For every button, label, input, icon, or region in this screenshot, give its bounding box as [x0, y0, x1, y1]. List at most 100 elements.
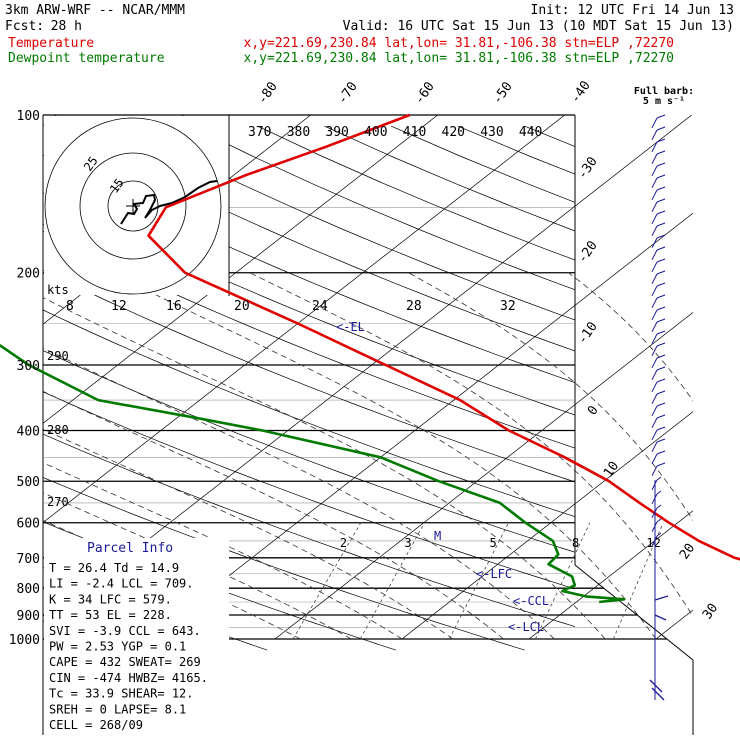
parcel-info-row: CAPE = 432 SWEAT= 269 [49, 655, 201, 669]
axis-labels: 235812202515kts8121620242832-80-70-60-50… [9, 78, 722, 648]
wind-barb [651, 393, 658, 405]
wind-barb [656, 150, 666, 155]
wind-barb [656, 114, 666, 119]
theta-label: 420 [442, 125, 465, 140]
theta-label: 400 [364, 125, 387, 140]
wind-barb [651, 225, 658, 237]
mixing-ratio-line [448, 522, 509, 640]
isotherm-label: 30 [700, 601, 721, 622]
wind-barb [651, 357, 658, 369]
dewpoint-station-info: x,y=221.69,230.84 lat,lon= 31.81,-106.38… [244, 51, 674, 66]
mixing-ratio-label: 3 [404, 536, 411, 550]
wind-barb [656, 234, 666, 239]
wind-barb [651, 321, 658, 333]
wind-barb [656, 462, 666, 467]
hodograph-unit-label: kts [47, 283, 69, 297]
isotherm-label: -10 [575, 319, 601, 347]
wind-barb [651, 417, 658, 429]
el-marker: <-EL [336, 320, 365, 334]
wind-barb [656, 476, 662, 481]
dry-adiabat-line [43, 192, 575, 416]
temperature-line [147, 113, 740, 561]
wind-barb [656, 366, 666, 371]
dry-adiabat-line [658, 126, 740, 650]
mixing-ratio-label: 2 [340, 536, 347, 550]
wind-barb [656, 490, 662, 495]
isotherm-label: -70 [335, 79, 361, 107]
dry-adiabat-line [43, 350, 575, 553]
dewpoint-legend: Dewpoint temperature [8, 51, 165, 66]
wind-barb [651, 309, 658, 321]
theta-label: 290 [47, 349, 69, 363]
pressure-label: 700 [17, 552, 40, 567]
isotherm-line [401, 411, 693, 640]
hodograph-axis-label: 32 [500, 299, 516, 314]
moist-adiabat-group [43, 272, 740, 640]
wind-barb [656, 532, 662, 537]
hodograph-axis-label: 28 [406, 299, 422, 314]
hodograph-axis-label: 8 [66, 299, 74, 314]
wind-barb [651, 381, 658, 393]
hodograph-axis-label: 20 [234, 299, 250, 314]
isotherm-line [274, 311, 693, 640]
wind-barb [656, 402, 666, 407]
isotherm-label: -40 [568, 78, 594, 106]
dry-adiabat-line [43, 269, 575, 483]
pressure-label: 600 [17, 517, 40, 532]
pressure-label: 300 [17, 359, 40, 374]
mixing-ratio-label: 8 [572, 536, 579, 550]
pressure-label: 1000 [9, 633, 40, 648]
isotherm-label: -30 [575, 154, 601, 182]
isotherm-line [528, 510, 693, 640]
wind-barb [656, 138, 666, 143]
parcel-info-row: CIN = -474 HWBZ= 4165. [49, 671, 208, 685]
wind-barb [651, 345, 658, 357]
wind-barb [656, 342, 666, 347]
parcel-info-row: TT = 53 EL = 228. [49, 608, 172, 622]
dry-adiabat-line [43, 154, 575, 383]
theta-label: 390 [325, 125, 348, 140]
dewpoint-line [0, 343, 626, 604]
dry-adiabat-line [190, 125, 575, 291]
hodograph-ring [44, 117, 222, 295]
wind-barb [649, 679, 663, 693]
isotherm-label: -50 [490, 79, 516, 107]
hodograph-trace [120, 180, 218, 225]
parcel-info-row: T = 26.4 Td = 14.9 [49, 561, 179, 575]
dry-adiabat-line [390, 125, 575, 203]
wind-barb [656, 450, 666, 455]
wind-barb [656, 504, 662, 509]
wind-barbs [649, 114, 669, 701]
wind-barb [651, 285, 658, 297]
wind-barb [656, 210, 666, 215]
theta-label: 280 [47, 423, 69, 437]
moist-adiabat-line [708, 273, 740, 639]
lfc-marker: <-LFC [476, 567, 512, 581]
moist-adiabat-line [43, 519, 301, 640]
isotherm-label: 10 [601, 459, 622, 480]
dry-adiabat-line [324, 125, 575, 232]
mixing-ratio-line [716, 523, 740, 639]
wind-barb [656, 258, 666, 263]
dry-adiabat-line [591, 126, 740, 650]
dry-adiabat-line [43, 433, 575, 627]
hodograph-axis-label: 16 [166, 299, 182, 314]
mixed-layer-marker: M [434, 529, 441, 543]
wind-barb [656, 162, 666, 167]
wind-barb [651, 297, 658, 309]
barb-key-unit: 5 m s⁻¹ [643, 96, 685, 107]
wind-barb [651, 249, 658, 261]
dry-adiabat-group [43, 125, 740, 651]
isotherm-line [43, 115, 565, 524]
wind-barb [656, 186, 666, 191]
mixing-ratio-label: 5 [490, 536, 497, 550]
hodograph [44, 115, 230, 296]
parcel-info-row: LI = -2.4 LCL = 709. [49, 577, 194, 591]
pressure-label: 800 [17, 582, 40, 597]
wind-barb [654, 614, 667, 621]
sounding-traces [0, 113, 740, 604]
wind-barb [651, 453, 658, 465]
moist-adiabat-line [249, 272, 693, 618]
parcel-info-row: PW = 2.53 YGP = 0.1 [49, 640, 186, 654]
ccl-marker: <-CCL [513, 594, 549, 608]
